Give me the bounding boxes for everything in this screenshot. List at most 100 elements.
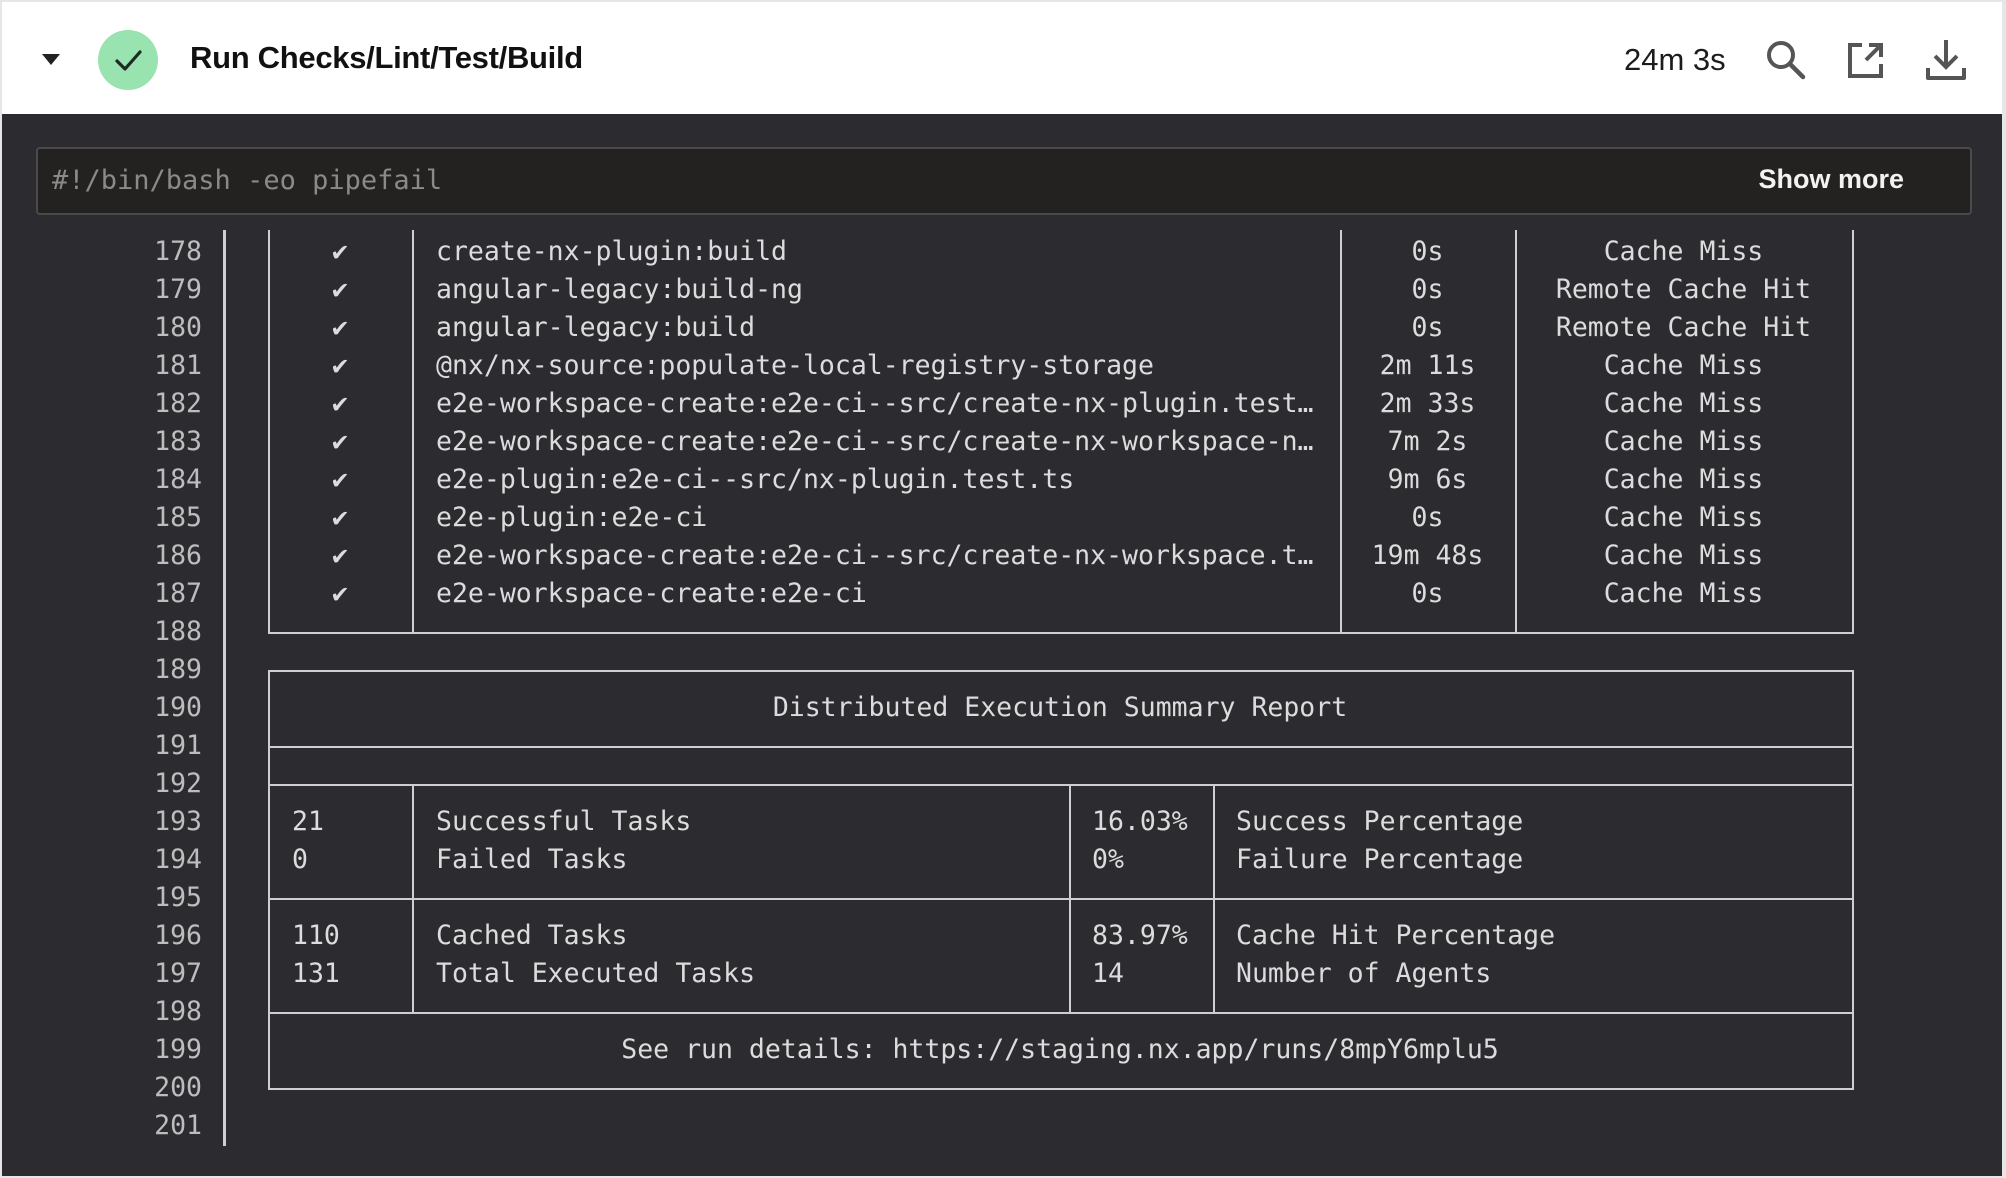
summary-value: 14 — [1092, 958, 1124, 989]
summary-count: 21 — [292, 806, 324, 837]
show-more-button[interactable]: Show more — [1758, 164, 1904, 194]
line-number: 179 — [154, 274, 202, 305]
task-duration: 0s — [1411, 312, 1444, 343]
task-cache-status: Remote Cache Hit — [1555, 312, 1812, 343]
step-duration: 24m 3s — [1624, 42, 1726, 77]
line-number: 188 — [154, 616, 202, 647]
summary-border — [1213, 784, 1215, 1012]
status-badge — [98, 30, 158, 90]
line-number: 201 — [154, 1110, 202, 1141]
summary-metric: Cache Hit Percentage — [1236, 920, 1556, 951]
line-number: 198 — [154, 996, 202, 1027]
task-cache-status: Cache Miss — [1603, 540, 1764, 571]
task-status-check-icon: ✔ — [332, 312, 348, 343]
log-output[interactable]: 178 179 180 181 182 183 184 185 186 187 188 189 190 1… — [2, 230, 2002, 1176]
table-border — [268, 632, 1854, 634]
summary-count: 0 — [292, 844, 308, 875]
task-cache-status: Remote Cache Hit — [1555, 274, 1812, 305]
line-number: 183 — [154, 426, 202, 457]
task-status-check-icon: ✔ — [332, 236, 348, 267]
line-number: 195 — [154, 882, 202, 913]
task-status-check-icon: ✔ — [332, 350, 348, 381]
task-name[interactable]: create-nx-plugin:build — [436, 236, 787, 267]
task-status-check-icon: ✔ — [332, 426, 348, 457]
line-number: 190 — [154, 692, 202, 723]
gutter-divider — [223, 230, 226, 1146]
task-name[interactable]: e2e-workspace-create:e2e-ci--src/create-… — [436, 426, 1314, 457]
task-duration: 9m 6s — [1387, 464, 1468, 495]
line-number: 193 — [154, 806, 202, 837]
line-number: 189 — [154, 654, 202, 685]
summary-label: Successful Tasks — [436, 806, 692, 837]
task-name[interactable]: angular-legacy:build-ng — [436, 274, 803, 305]
run-details-link[interactable]: See run details: https://staging.nx.app/… — [621, 1034, 1499, 1065]
table-border — [1515, 230, 1517, 632]
summary-border — [268, 670, 270, 1088]
task-name[interactable]: e2e-plugin:e2e-ci--src/nx-plugin.test.ts — [436, 464, 1075, 495]
summary-value: 83.97% — [1092, 920, 1188, 951]
line-number: 191 — [154, 730, 202, 761]
summary-border — [268, 898, 1854, 900]
task-duration: 19m 48s — [1371, 540, 1484, 571]
task-cache-status: Cache Miss — [1603, 426, 1764, 457]
summary-label: Total Executed Tasks — [436, 958, 756, 989]
line-number: 192 — [154, 768, 202, 799]
summary-border — [268, 1088, 1854, 1090]
line-number: 180 — [154, 312, 202, 343]
summary-border — [268, 670, 1854, 672]
summary-value: 16.03% — [1092, 806, 1188, 837]
task-cache-status: Cache Miss — [1603, 388, 1764, 419]
task-name[interactable]: e2e-workspace-create:e2e-ci — [436, 578, 867, 609]
table-border — [268, 230, 270, 632]
line-number: 184 — [154, 464, 202, 495]
check-icon — [115, 50, 142, 71]
table-border — [1340, 230, 1342, 632]
task-status-check-icon: ✔ — [332, 464, 348, 495]
line-number: 181 — [154, 350, 202, 381]
summary-border — [268, 746, 1854, 748]
summary-label: Cached Tasks — [436, 920, 628, 951]
line-number: 182 — [154, 388, 202, 419]
summary-label: Failed Tasks — [436, 844, 628, 875]
summary-border — [268, 1012, 1854, 1014]
task-duration: 2m 33s — [1379, 388, 1476, 419]
summary-value: 0% — [1092, 844, 1124, 875]
external-link-icon[interactable] — [1844, 38, 1888, 82]
line-number: 199 — [154, 1034, 202, 1065]
summary-metric: Success Percentage — [1236, 806, 1524, 837]
summary-border — [1852, 670, 1854, 1088]
summary-border — [412, 784, 414, 1012]
command-text: #!/bin/bash -eo pipefail — [52, 165, 443, 196]
summary-title: Distributed Execution Summary Report — [772, 692, 1348, 723]
line-number: 194 — [154, 844, 202, 875]
task-duration: 0s — [1411, 502, 1444, 533]
task-duration: 0s — [1411, 578, 1444, 609]
chevron-down-icon[interactable] — [42, 54, 60, 65]
step-title: Run Checks/Lint/Test/Build — [190, 40, 583, 75]
task-status-check-icon: ✔ — [332, 388, 348, 419]
summary-count: 131 — [292, 958, 340, 989]
task-status-check-icon: ✔ — [332, 502, 348, 533]
task-name[interactable]: e2e-workspace-create:e2e-ci--src/create-… — [436, 540, 1314, 571]
summary-border — [1069, 784, 1071, 1012]
table-border — [1852, 230, 1854, 632]
line-number: 197 — [154, 958, 202, 989]
table-border — [412, 230, 414, 632]
task-name[interactable]: @nx/nx-source:populate-local-registry-st… — [436, 350, 1154, 381]
line-number: 185 — [154, 502, 202, 533]
task-name[interactable]: e2e-plugin:e2e-ci — [436, 502, 708, 533]
task-status-check-icon: ✔ — [332, 540, 348, 571]
task-duration: 0s — [1411, 274, 1444, 305]
task-cache-status: Cache Miss — [1603, 464, 1764, 495]
task-duration: 2m 11s — [1379, 350, 1476, 381]
task-cache-status: Cache Miss — [1603, 350, 1764, 381]
step-header[interactable]: Run Checks/Lint/Test/Build 24m 3s — [2, 2, 2002, 114]
line-number: 186 — [154, 540, 202, 571]
summary-metric: Number of Agents — [1236, 958, 1492, 989]
task-cache-status: Cache Miss — [1603, 502, 1764, 533]
task-name[interactable]: e2e-workspace-create:e2e-ci--src/create-… — [436, 388, 1314, 419]
task-status-check-icon: ✔ — [332, 274, 348, 305]
task-name[interactable]: angular-legacy:build — [436, 312, 756, 343]
download-icon[interactable] — [1924, 38, 1968, 82]
search-icon[interactable] — [1764, 38, 1808, 82]
